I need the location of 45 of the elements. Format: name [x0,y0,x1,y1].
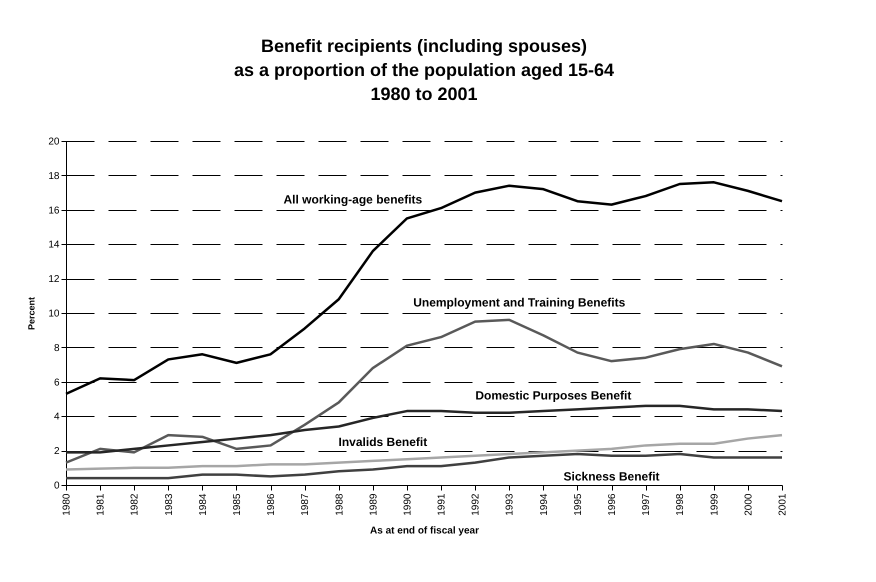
series-label: Invalids Benefit [338,435,428,449]
y-tick-label: 16 [48,205,60,216]
x-tick-label: 1997 [641,493,652,516]
x-tick-label: 1984 [198,493,209,516]
y-tick-label: 4 [54,412,60,423]
x-tick-label: 1993 [504,493,516,516]
x-tick-label: 1996 [607,493,618,516]
chart-title: Benefit recipients (including spouses) as a proportion of the population aged 15-64 1980 to 2001 [234,36,614,104]
y-tick-label: 0 [54,480,60,492]
x-tick-label: 1981 [96,493,107,516]
y-tick-label: 2 [54,446,60,458]
x-tick-label: 1991 [436,493,448,516]
x-tick-label: 1986 [266,493,278,516]
x-axis-title: As at end of fiscal year [370,526,480,537]
line-series [64,404,784,454]
line-series [64,318,784,464]
x-tick-label: 1990 [402,493,414,516]
x-tick-label: 1998 [675,493,686,516]
y-tick-label: 18 [48,170,60,182]
x-tick-label: 1999 [709,493,720,516]
x-tick-label: 1988 [334,493,346,516]
y-tick-label: 14 [48,240,60,251]
x-tick-label: 1989 [368,493,380,516]
y-tick-label: 8 [54,342,60,354]
x-tick-label: 1982 [130,493,141,516]
series-label: Unemployment and Training Benefits [413,296,626,310]
x-tick-label: 2001 [778,493,788,516]
x-tick-label: 1987 [300,493,312,516]
line-series [64,434,784,471]
y-tick-label: 12 [48,274,60,286]
x-tick-label: 1994 [538,493,550,516]
y-axis-title: Percent [26,296,36,330]
x-tick-label: 2000 [743,493,754,516]
x-tick-label: 1992 [470,493,482,516]
series-label: All working-age benefits [284,192,423,206]
x-tick-label: 1985 [232,493,243,516]
y-tick-label: 10 [48,308,60,320]
series-label: Sickness Benefit [564,469,660,484]
y-tick-label: 6 [54,377,60,388]
x-tick-label: 1980 [62,493,72,516]
line-series [64,452,784,480]
series-label: Domestic Purposes Benefit [475,388,632,403]
x-tick-label: 1995 [572,493,584,516]
x-tick-label: 1983 [164,493,175,516]
y-tick-label: 20 [48,136,60,148]
